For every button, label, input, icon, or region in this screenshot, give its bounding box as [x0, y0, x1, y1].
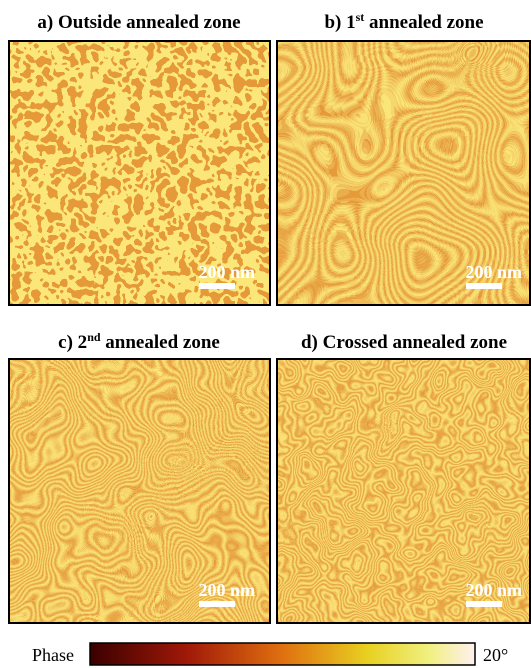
figure: Phase 20° a) Outside annealed zone 200 nm… — [0, 0, 531, 668]
scale-bar-label: 200 nm — [198, 262, 255, 282]
colorbar-max-label: 20° — [483, 645, 508, 665]
scale-bar-label: 200 nm — [198, 580, 255, 600]
title-text: annealed zone — [101, 332, 220, 353]
panel-title: a) Outside annealed zone — [37, 12, 240, 33]
title-text: d) Crossed annealed zone — [301, 332, 507, 353]
panel-title: d) Crossed annealed zone — [301, 332, 507, 353]
figure-canvas: Phase 20° a) Outside annealed zone 200 nm… — [0, 0, 531, 668]
panel-title: c) 2nd annealed zone — [58, 330, 220, 353]
scale-bar — [466, 283, 502, 289]
scale-bar-label: 200 nm — [465, 262, 522, 282]
title-text: b) 1 — [324, 12, 355, 33]
title-text: annealed zone — [364, 12, 483, 33]
title-superscript: nd — [87, 330, 101, 344]
title-superscript: st — [356, 10, 365, 24]
panel-title: b) 1st annealed zone — [324, 10, 483, 33]
title-text: a) Outside annealed zone — [37, 12, 240, 33]
colorbar — [90, 643, 475, 665]
title-text: c) 2 — [58, 332, 87, 353]
scale-bar — [199, 283, 235, 289]
colorbar-label: Phase — [32, 645, 74, 665]
scale-bar — [466, 601, 502, 607]
scale-bar — [199, 601, 235, 607]
scale-bar-label: 200 nm — [465, 580, 522, 600]
